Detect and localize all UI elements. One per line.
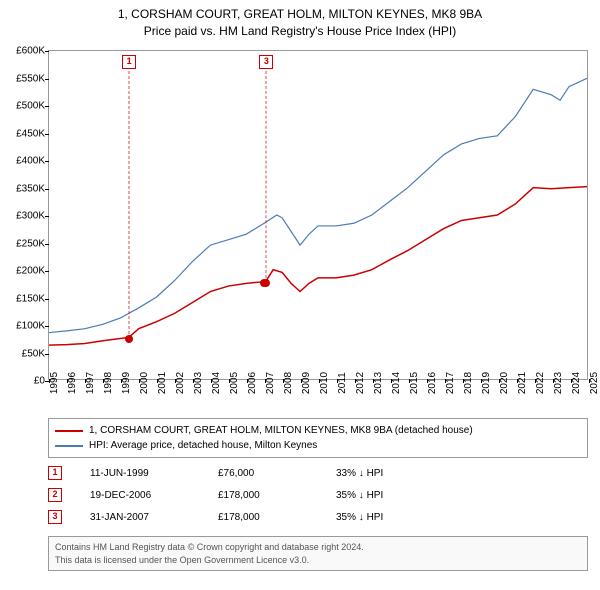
callout-line bbox=[129, 71, 130, 339]
y-axis-tick-label: £350K bbox=[16, 183, 45, 194]
x-axis-tick-label: 2013 bbox=[373, 372, 384, 394]
x-axis-tick-label: 1998 bbox=[103, 372, 114, 394]
x-axis-tick-label: 2005 bbox=[229, 372, 240, 394]
legend-label: HPI: Average price, detached house, Milt… bbox=[89, 438, 317, 453]
y-axis-tick-label: £0 bbox=[34, 376, 45, 387]
legend-box: 1, CORSHAM COURT, GREAT HOLM, MILTON KEY… bbox=[48, 418, 588, 458]
sale-index-box: 1 bbox=[48, 466, 62, 480]
legend-swatch bbox=[55, 445, 83, 447]
x-axis-tick-label: 2023 bbox=[553, 372, 564, 394]
y-axis-tick-label: £500K bbox=[16, 101, 45, 112]
y-axis-tick-label: £150K bbox=[16, 293, 45, 304]
legend-label: 1, CORSHAM COURT, GREAT HOLM, MILTON KEY… bbox=[89, 423, 473, 438]
x-axis-tick-label: 2019 bbox=[481, 372, 492, 394]
legend-item: HPI: Average price, detached house, Milt… bbox=[55, 438, 581, 453]
x-axis-tick-label: 2016 bbox=[427, 372, 438, 394]
sale-index-box: 2 bbox=[48, 488, 62, 502]
chart-title-block: 1, CORSHAM COURT, GREAT HOLM, MILTON KEY… bbox=[0, 0, 600, 40]
chart-plot-area: £0£50K£100K£150K£200K£250K£300K£350K£400… bbox=[48, 50, 588, 380]
y-axis-tick-label: £50K bbox=[22, 348, 45, 359]
x-axis-tick-label: 2008 bbox=[283, 372, 294, 394]
sale-delta: 33% ↓ HPI bbox=[336, 468, 446, 479]
line-price-paid bbox=[49, 187, 587, 346]
y-axis-tick-label: £600K bbox=[16, 46, 45, 57]
x-axis-tick-label: 2000 bbox=[139, 372, 150, 394]
y-axis-tick-label: £550K bbox=[16, 73, 45, 84]
callout-box: 1 bbox=[122, 55, 136, 69]
legend-swatch bbox=[55, 430, 83, 432]
legend-item: 1, CORSHAM COURT, GREAT HOLM, MILTON KEY… bbox=[55, 423, 581, 438]
x-axis-tick-label: 2011 bbox=[337, 372, 348, 394]
callout-line bbox=[266, 71, 267, 283]
x-axis-tick-label: 1995 bbox=[49, 372, 60, 394]
x-axis-tick-label: 2021 bbox=[517, 372, 528, 394]
x-axis-tick-label: 2014 bbox=[391, 372, 402, 394]
y-axis-tick-label: £250K bbox=[16, 238, 45, 249]
title-line-2: Price paid vs. HM Land Registry's House … bbox=[0, 23, 600, 40]
x-axis-tick-label: 2010 bbox=[319, 372, 330, 394]
table-row: 3 31-JAN-2007 £178,000 35% ↓ HPI bbox=[48, 506, 588, 528]
table-row: 1 11-JUN-1999 £76,000 33% ↓ HPI bbox=[48, 462, 588, 484]
x-axis-tick-label: 2024 bbox=[571, 372, 582, 394]
sale-price: £178,000 bbox=[218, 490, 308, 501]
sale-delta: 35% ↓ HPI bbox=[336, 512, 446, 523]
y-axis-tick-label: £200K bbox=[16, 266, 45, 277]
sale-date: 11-JUN-1999 bbox=[90, 468, 190, 479]
y-axis-tick-label: £400K bbox=[16, 156, 45, 167]
x-axis-tick-label: 2006 bbox=[247, 372, 258, 394]
line-hpi bbox=[49, 78, 587, 332]
chart-svg bbox=[49, 51, 587, 379]
chart-container: 1, CORSHAM COURT, GREAT HOLM, MILTON KEY… bbox=[0, 0, 600, 590]
table-row: 2 19-DEC-2006 £178,000 35% ↓ HPI bbox=[48, 484, 588, 506]
x-axis-tick-label: 2022 bbox=[535, 372, 546, 394]
x-axis-tick-label: 2020 bbox=[499, 372, 510, 394]
sale-date: 19-DEC-2006 bbox=[90, 490, 190, 501]
sales-table: 1 11-JUN-1999 £76,000 33% ↓ HPI 2 19-DEC… bbox=[48, 462, 588, 528]
y-axis-tick-label: £100K bbox=[16, 321, 45, 332]
x-axis-tick-label: 2012 bbox=[355, 372, 366, 394]
footer-line-1: Contains HM Land Registry data © Crown c… bbox=[55, 541, 581, 554]
x-axis-tick-label: 2009 bbox=[301, 372, 312, 394]
sale-date: 31-JAN-2007 bbox=[90, 512, 190, 523]
x-axis-tick-label: 2007 bbox=[265, 372, 276, 394]
y-axis-tick-label: £450K bbox=[16, 128, 45, 139]
x-axis-tick-label: 2003 bbox=[193, 372, 204, 394]
x-axis-tick-label: 1999 bbox=[121, 372, 132, 394]
callout-box: 3 bbox=[259, 55, 273, 69]
x-axis-tick-label: 1997 bbox=[85, 372, 96, 394]
footer-box: Contains HM Land Registry data © Crown c… bbox=[48, 536, 588, 571]
x-axis-tick-label: 2002 bbox=[175, 372, 186, 394]
x-axis-tick-label: 2001 bbox=[157, 372, 168, 394]
sale-price: £76,000 bbox=[218, 468, 308, 479]
x-axis-tick-label: 2015 bbox=[409, 372, 420, 394]
x-axis-tick-label: 2018 bbox=[463, 372, 474, 394]
y-axis-tick-label: £300K bbox=[16, 211, 45, 222]
sale-index-box: 3 bbox=[48, 510, 62, 524]
x-axis-tick-label: 1996 bbox=[67, 372, 78, 394]
title-line-1: 1, CORSHAM COURT, GREAT HOLM, MILTON KEY… bbox=[0, 6, 600, 23]
sale-price: £178,000 bbox=[218, 512, 308, 523]
x-axis-tick-label: 2004 bbox=[211, 372, 222, 394]
footer-line-2: This data is licensed under the Open Gov… bbox=[55, 554, 581, 567]
x-axis-tick-label: 2025 bbox=[589, 372, 600, 394]
x-axis-tick-label: 2017 bbox=[445, 372, 456, 394]
sale-delta: 35% ↓ HPI bbox=[336, 490, 446, 501]
